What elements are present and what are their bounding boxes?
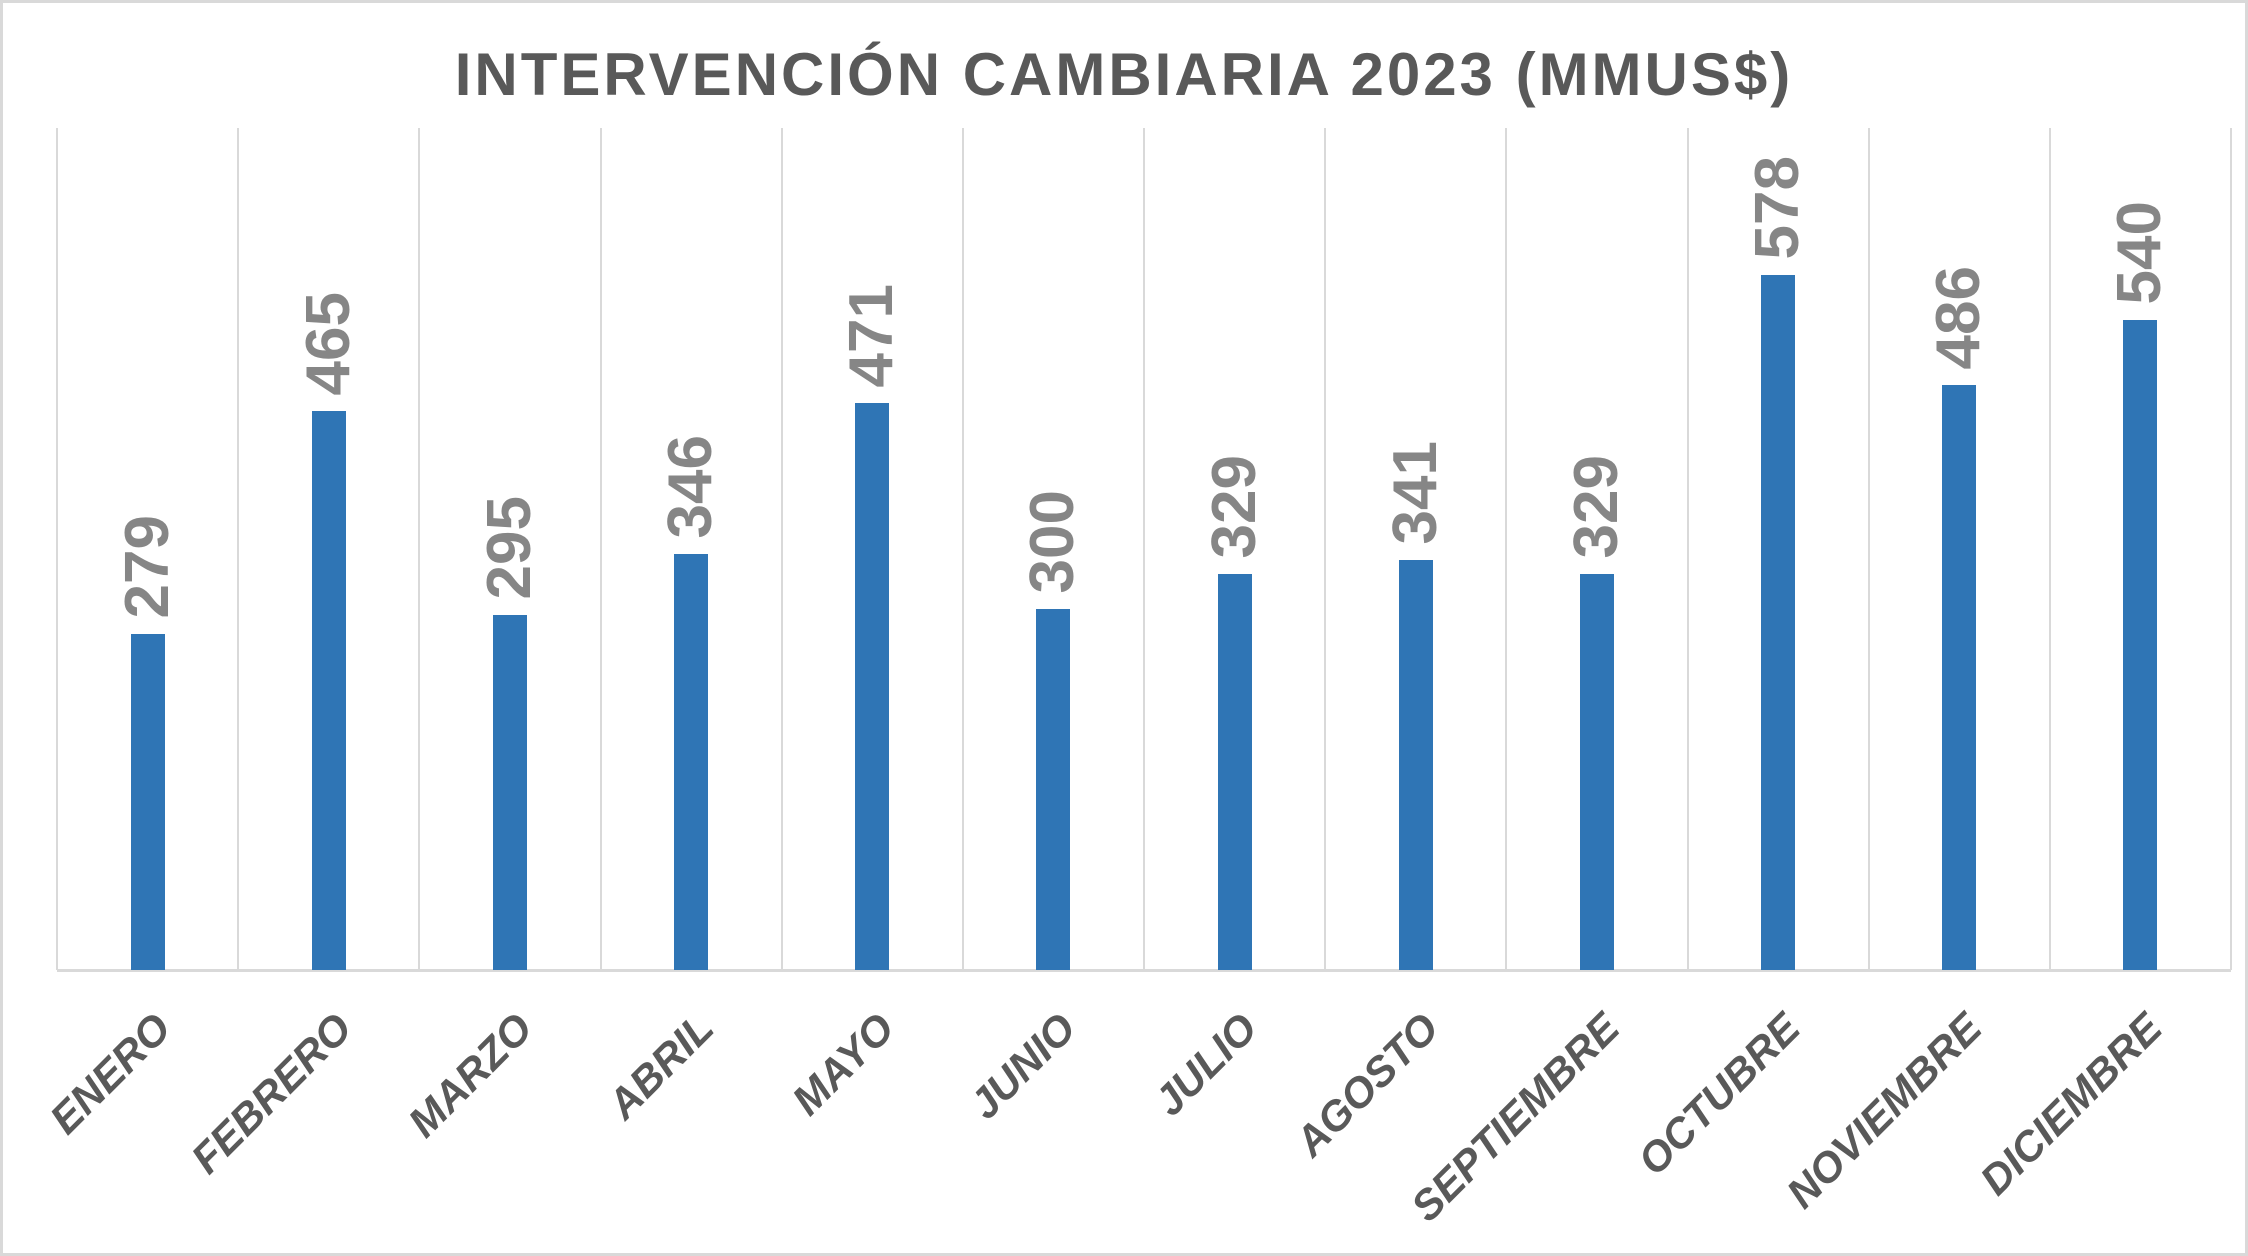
gridline	[1687, 128, 1689, 970]
bar-mayo	[855, 403, 889, 970]
x-axis-label-julio: JULIO	[1145, 1003, 1267, 1125]
x-axis-line	[57, 969, 2231, 972]
gridline	[1143, 128, 1145, 970]
x-axis-label-abril: ABRIL	[598, 1003, 723, 1128]
bar-value-label: 329	[1562, 454, 1631, 558]
x-axis-label-octubre: OCTUBRE	[1629, 1003, 1810, 1184]
bar-febrero	[312, 411, 346, 970]
gridline	[962, 128, 964, 970]
bar-noviembre	[1942, 385, 1976, 970]
gridline	[1868, 128, 1870, 970]
x-axis-label-febrero: FEBRERO	[181, 1003, 361, 1183]
bar-julio	[1218, 574, 1252, 970]
x-axis-label-noviembre: NOVIEMBRE	[1777, 1003, 1991, 1217]
gridline	[2230, 128, 2232, 970]
bar-diciembre	[2123, 320, 2157, 970]
x-axis-label-junio: JUNIO	[960, 1003, 1085, 1128]
gridline	[781, 128, 783, 970]
bar-marzo	[493, 615, 527, 970]
bar-value-label: 279	[113, 514, 182, 618]
gridline	[600, 128, 602, 970]
bar-abril	[674, 554, 708, 970]
bar-junio	[1036, 609, 1070, 970]
bar-value-label: 471	[837, 283, 906, 387]
x-axis-label-enero: ENERO	[40, 1003, 180, 1143]
bar-value-label: 341	[1381, 440, 1450, 544]
bar-octubre	[1761, 275, 1795, 970]
bar-value-label: 540	[2105, 200, 2174, 304]
bar-value-label: 295	[475, 495, 544, 599]
bar-value-label: 346	[656, 434, 725, 538]
gridline	[2049, 128, 2051, 970]
x-axis-label-agosto: AGOSTO	[1285, 1003, 1448, 1166]
bar-septiembre	[1580, 574, 1614, 970]
bar-value-label: 465	[294, 291, 363, 395]
plot-area: 279 465 295 346 471 300 329 341 329 578 486 540	[56, 128, 2232, 972]
bar-value-label: 300	[1018, 489, 1087, 593]
x-axis-label-mayo: MAYO	[782, 1003, 904, 1125]
gridline	[1505, 128, 1507, 970]
bar-enero	[131, 634, 165, 970]
bar-value-label: 329	[1200, 454, 1269, 558]
gridline	[1324, 128, 1326, 970]
gridline	[56, 128, 58, 970]
bar-value-label: 578	[1743, 155, 1812, 259]
chart-title: INTERVENCIÓN CAMBIARIA 2023 (MMUS$)	[454, 41, 1794, 108]
x-axis-label-diciembre: DICIEMBRE	[1971, 1003, 2172, 1204]
bar-agosto	[1399, 560, 1433, 970]
bar-value-label: 486	[1924, 265, 1993, 369]
gridline	[237, 128, 239, 970]
gridline	[418, 128, 420, 970]
x-axis-label-marzo: MARZO	[398, 1003, 542, 1146]
